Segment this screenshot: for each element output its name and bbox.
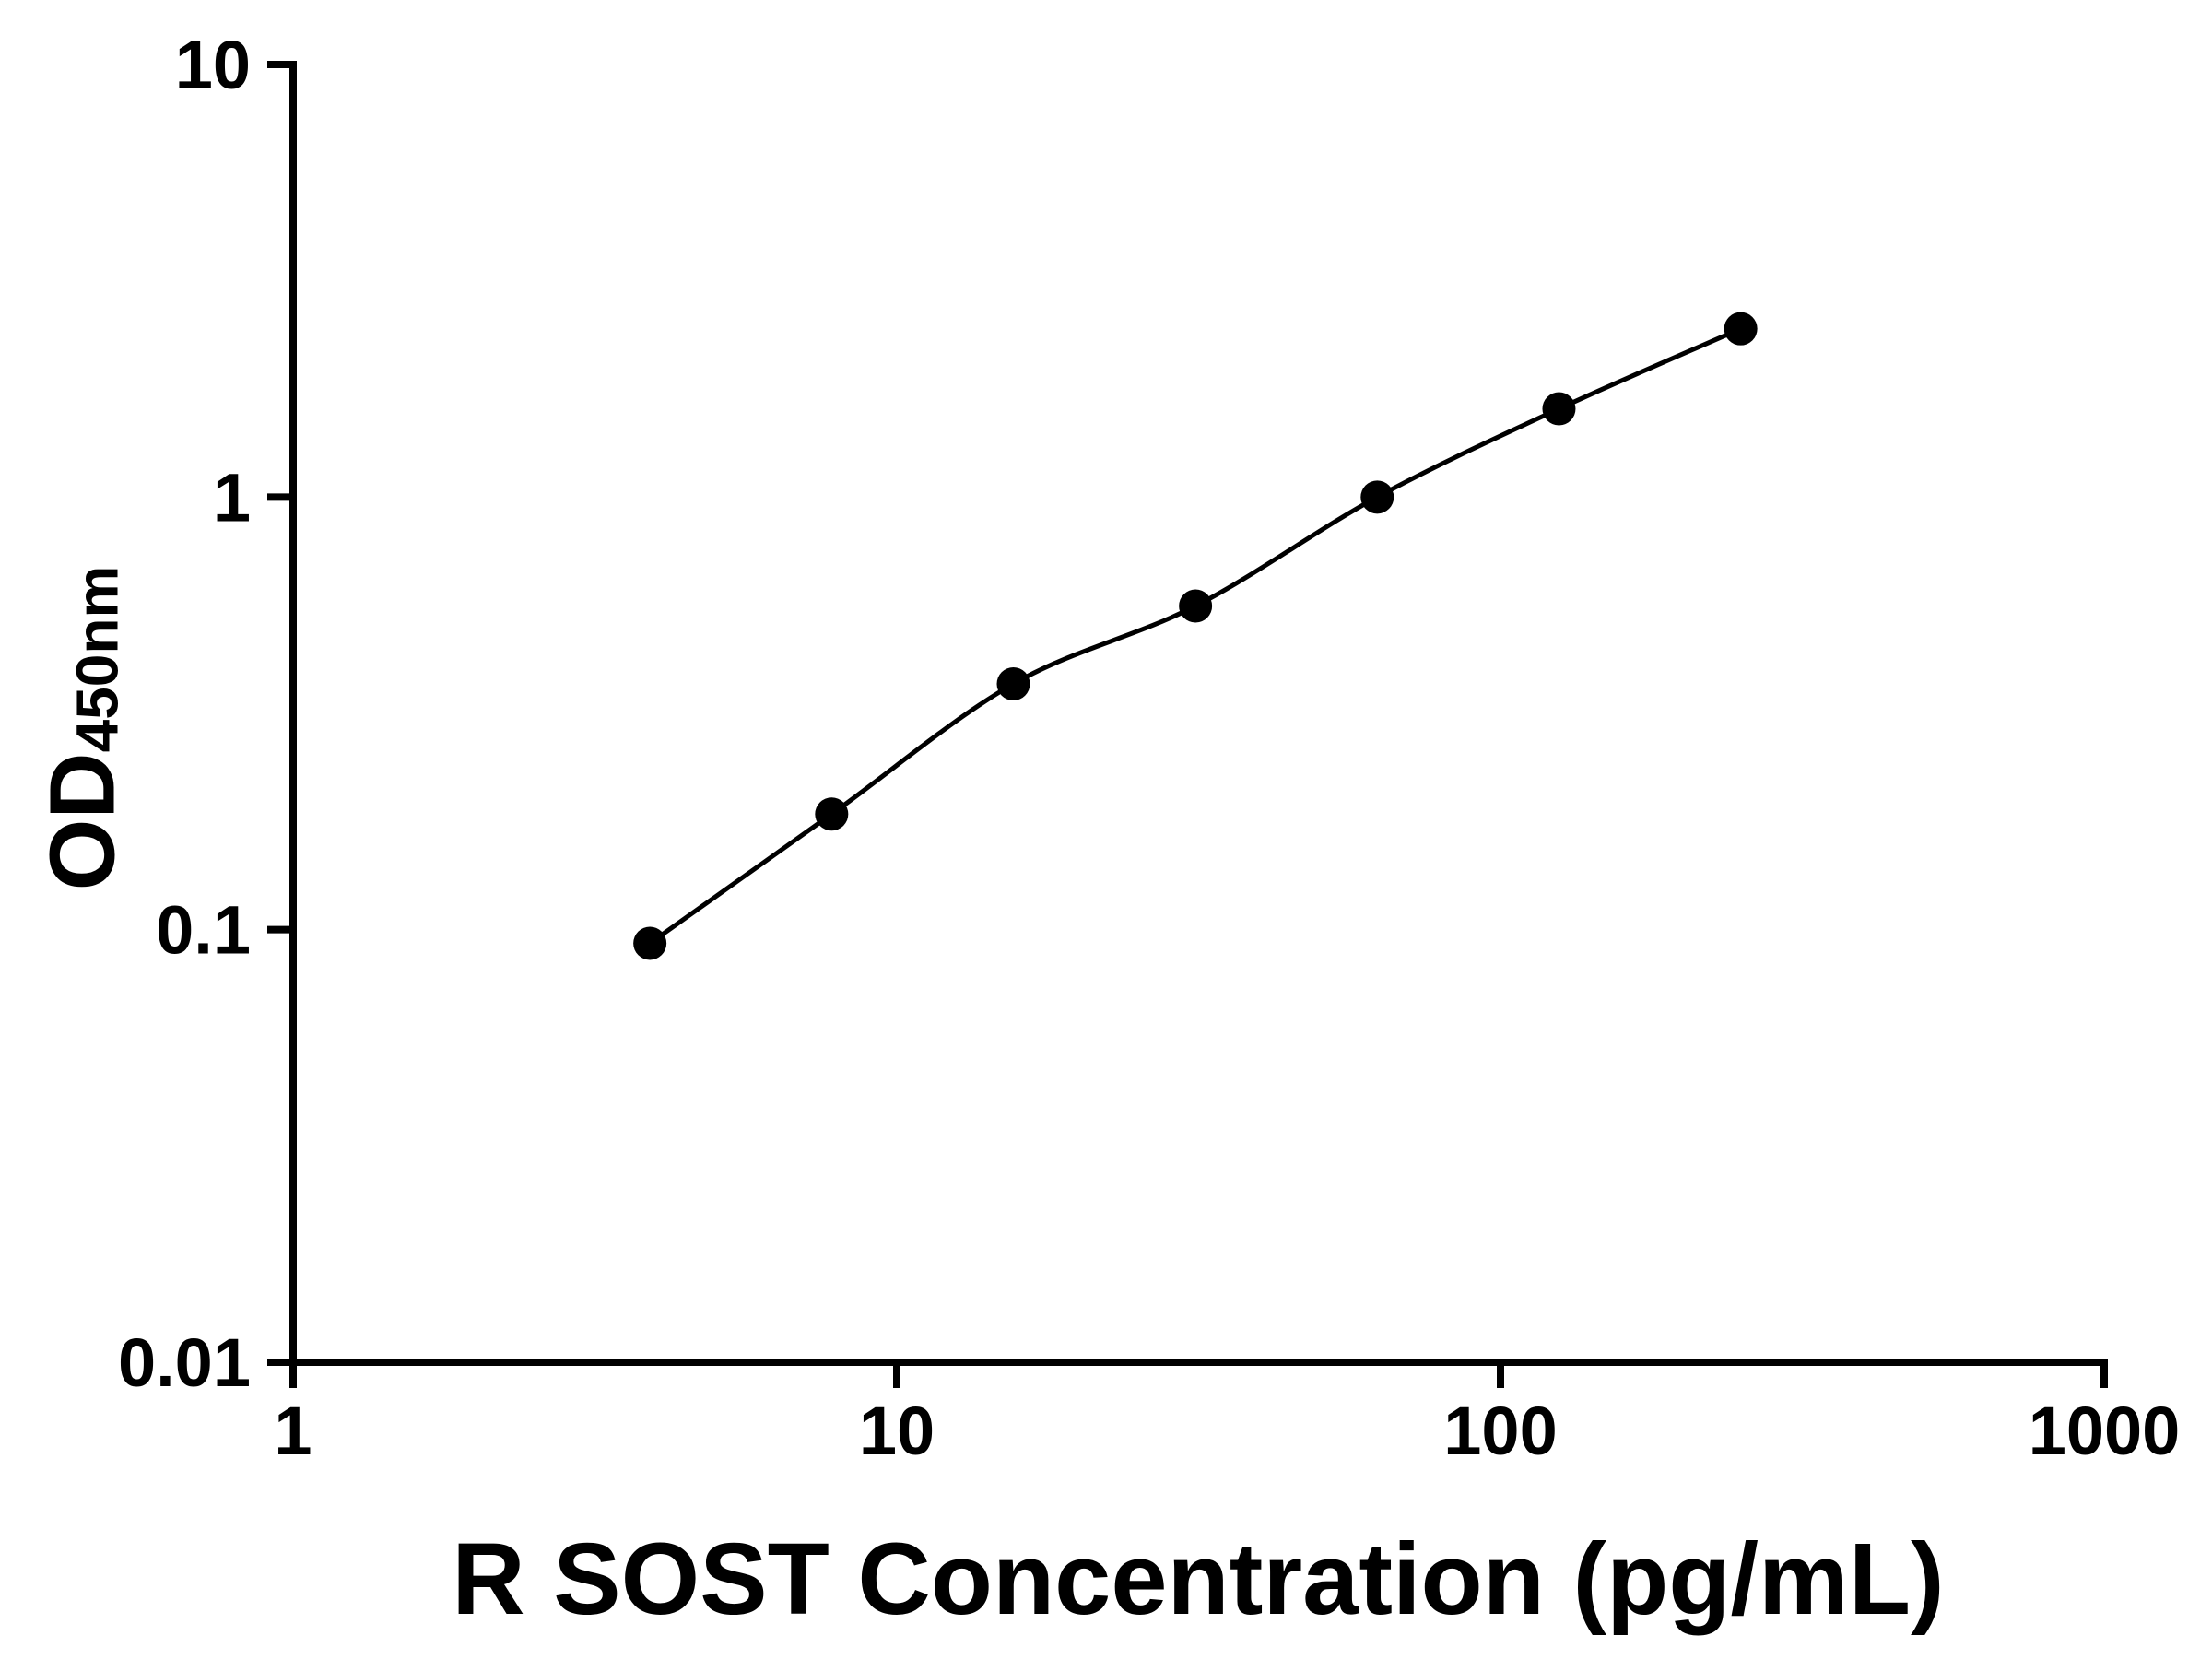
y-tick-label: 10 xyxy=(175,27,251,103)
y-axis-title-sub: 450nm xyxy=(64,565,131,753)
standard-curve-line xyxy=(648,326,1742,946)
data-point xyxy=(996,666,1030,700)
data-point xyxy=(1542,392,1576,426)
y-tick-label: 0.01 xyxy=(118,1324,251,1401)
x-axis-title: R SOST Concentration (pg/mL) xyxy=(452,1523,1945,1636)
y-tick-label: 0.1 xyxy=(156,892,251,969)
x-tick-label: 1 xyxy=(274,1393,312,1469)
data-point xyxy=(633,926,667,960)
data-point xyxy=(1360,480,1394,514)
y-axis-title-main: OD xyxy=(30,752,135,891)
data-point xyxy=(815,797,849,831)
y-axis-title: OD450nm xyxy=(30,566,136,891)
axis-spine xyxy=(289,61,2108,1366)
data-point xyxy=(1724,312,1758,346)
x-tick-label: 10 xyxy=(859,1393,935,1469)
x-tick-label: 1000 xyxy=(2029,1393,2181,1469)
data-point xyxy=(1179,589,1213,623)
x-tick-label: 100 xyxy=(1443,1393,1557,1469)
y-tick-label: 1 xyxy=(213,459,251,535)
